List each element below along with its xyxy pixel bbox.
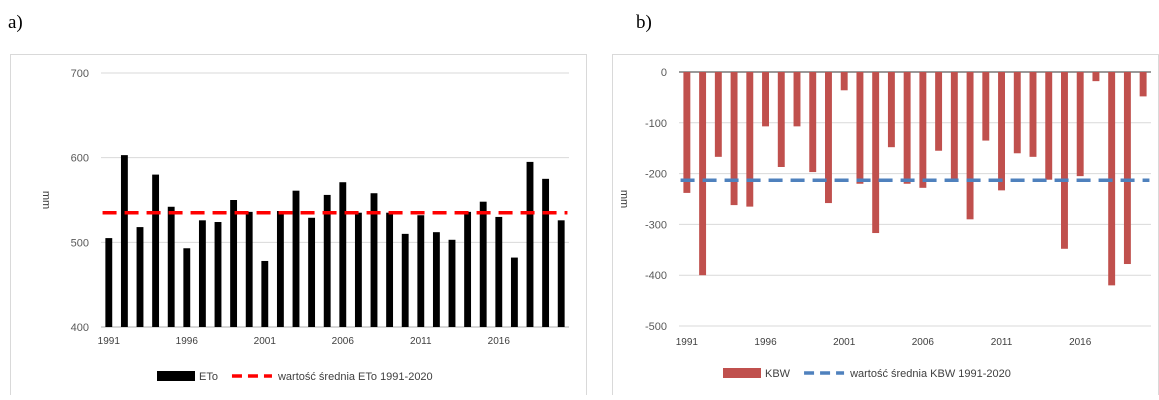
- bar: [464, 211, 472, 327]
- panel-label-a: a): [8, 12, 23, 33]
- bar: [919, 72, 927, 188]
- bar: [167, 206, 175, 327]
- bar: [542, 178, 550, 327]
- bar: [809, 72, 817, 173]
- bar: [136, 227, 144, 327]
- y-tick-label: 600: [71, 153, 89, 165]
- bar: [526, 161, 534, 327]
- x-tick-label: 2006: [912, 337, 935, 348]
- bar: [825, 72, 832, 204]
- panel-label-b: b): [636, 12, 652, 33]
- bar: [840, 72, 848, 91]
- bar: [245, 211, 253, 327]
- y-tick-label: -200: [645, 169, 667, 181]
- y-tick-label: -400: [645, 270, 667, 282]
- legend-label-bar: ETo: [199, 371, 218, 383]
- bar: [683, 72, 691, 193]
- bar: [872, 72, 880, 234]
- legend-swatch-bar: [723, 368, 761, 378]
- bar: [966, 72, 974, 220]
- bar: [479, 201, 487, 327]
- bar: [730, 72, 738, 206]
- bar: [230, 200, 238, 327]
- legend-label-line: wartość średnia KBW 1991-2020: [849, 368, 1011, 380]
- bar: [998, 72, 1005, 191]
- kbw-chart: 0 -100 -200 -300 -400 -500 mm 1991 1996 2001 2006 2…: [618, 67, 1151, 380]
- bar: [292, 190, 300, 327]
- bar: [777, 72, 785, 167]
- y-tick-label: 500: [71, 237, 89, 249]
- x-tick-label: 2011: [991, 337, 1013, 348]
- bar: [214, 222, 222, 327]
- bar: [1092, 72, 1100, 82]
- y-tick-label: 400: [71, 322, 89, 334]
- bar: [856, 72, 864, 184]
- x-tick-label: 2011: [410, 336, 432, 347]
- bar: [323, 194, 331, 327]
- bar: [432, 232, 440, 327]
- bar: [793, 72, 801, 127]
- bar: [1076, 72, 1084, 177]
- bar: [1139, 72, 1147, 97]
- bar: [120, 155, 128, 327]
- bar: [183, 248, 191, 327]
- bar: [1045, 72, 1053, 180]
- bar: [386, 212, 394, 327]
- x-tick-label: 1991: [676, 337, 699, 348]
- bar: [887, 72, 895, 148]
- bar: [903, 72, 911, 184]
- chart-panel-b: 0 -100 -200 -300 -400 -500 mm 1991 1996 2001 2006 2…: [612, 54, 1159, 395]
- bar: [950, 72, 958, 180]
- x-tick-label: 2001: [254, 336, 277, 347]
- x-tick-label: 2016: [488, 336, 511, 347]
- y-axis-title: mm: [618, 190, 630, 208]
- bar: [198, 220, 206, 327]
- x-tick-label: 2006: [332, 336, 355, 347]
- bar: [339, 182, 347, 327]
- bar: [557, 220, 565, 327]
- y-axis-title: mm: [40, 191, 52, 209]
- x-tick-label: 1996: [176, 336, 199, 347]
- bar: [982, 72, 990, 141]
- y-tick-label: -500: [645, 321, 667, 333]
- bar: [354, 212, 362, 327]
- bar: [762, 72, 769, 127]
- bar: [495, 216, 503, 327]
- y-tick-label: 700: [71, 68, 89, 80]
- y-tick-label: -100: [645, 118, 667, 130]
- bar: [417, 215, 425, 327]
- bar: [370, 193, 378, 327]
- x-tick-label: 2016: [1069, 337, 1092, 348]
- bar: [510, 257, 518, 327]
- bar: [105, 238, 113, 327]
- bar: [261, 260, 269, 327]
- x-tick-label: 1991: [98, 336, 121, 347]
- bar: [1013, 72, 1021, 154]
- bar: [699, 72, 707, 276]
- x-tick-label: 2001: [833, 337, 856, 348]
- bar: [714, 72, 722, 157]
- chart-panel-a: 400 500 600 700 mm 1991 1996 2001 2006 2011 2016 ET…: [10, 54, 587, 395]
- legend-label-bar: KBW: [765, 368, 791, 380]
- bar: [152, 174, 160, 327]
- legend-swatch-bar: [157, 371, 195, 381]
- x-tick-label: 1996: [754, 337, 777, 348]
- legend-label-line: wartość średnia ETo 1991-2020: [277, 371, 433, 383]
- bar: [448, 239, 456, 327]
- bar: [308, 217, 316, 327]
- bar: [935, 72, 943, 151]
- bar: [401, 233, 409, 327]
- y-tick-label: 0: [661, 67, 667, 79]
- eto-chart: 400 500 600 700 mm 1991 1996 2001 2006 2011 2016 ET…: [40, 68, 569, 383]
- y-tick-label: -300: [645, 219, 667, 231]
- bar: [1061, 72, 1068, 249]
- bar: [746, 72, 754, 207]
- bar: [1029, 72, 1037, 157]
- bar: [276, 211, 284, 327]
- bar: [1123, 72, 1131, 265]
